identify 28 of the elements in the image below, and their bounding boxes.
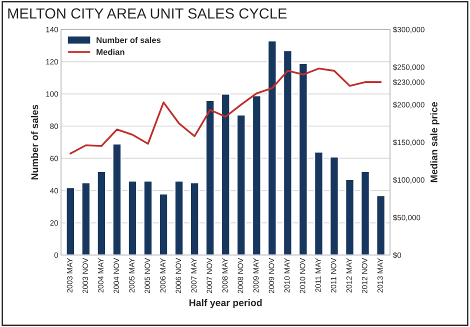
bar [252, 94, 262, 256]
bar [190, 182, 200, 256]
bar [344, 178, 355, 256]
bar [282, 50, 293, 256]
bar [329, 156, 340, 256]
x-axis-title: Half year period [190, 299, 262, 308]
bar [128, 180, 138, 256]
bar [376, 194, 386, 256]
bar [267, 40, 278, 256]
bar [96, 170, 106, 256]
legend-label: Number of sales [96, 36, 161, 44]
bar [220, 93, 231, 256]
bar [236, 114, 246, 256]
bar [112, 143, 122, 256]
legend-label: Median [96, 48, 124, 55]
bar [360, 170, 370, 256]
y-axis-title: Number of sales [30, 104, 38, 180]
bar [314, 151, 324, 256]
bar [158, 193, 168, 256]
line-series [70, 68, 382, 154]
bar [65, 186, 76, 256]
y2-axis-title: Median sale price [430, 102, 440, 182]
bar [298, 62, 308, 256]
bar [80, 182, 91, 256]
bar [143, 180, 153, 256]
bar [174, 180, 184, 256]
chart-title: MELTON CITY AREA UNIT SALES CYCLE [8, 8, 287, 19]
bar [205, 100, 216, 256]
